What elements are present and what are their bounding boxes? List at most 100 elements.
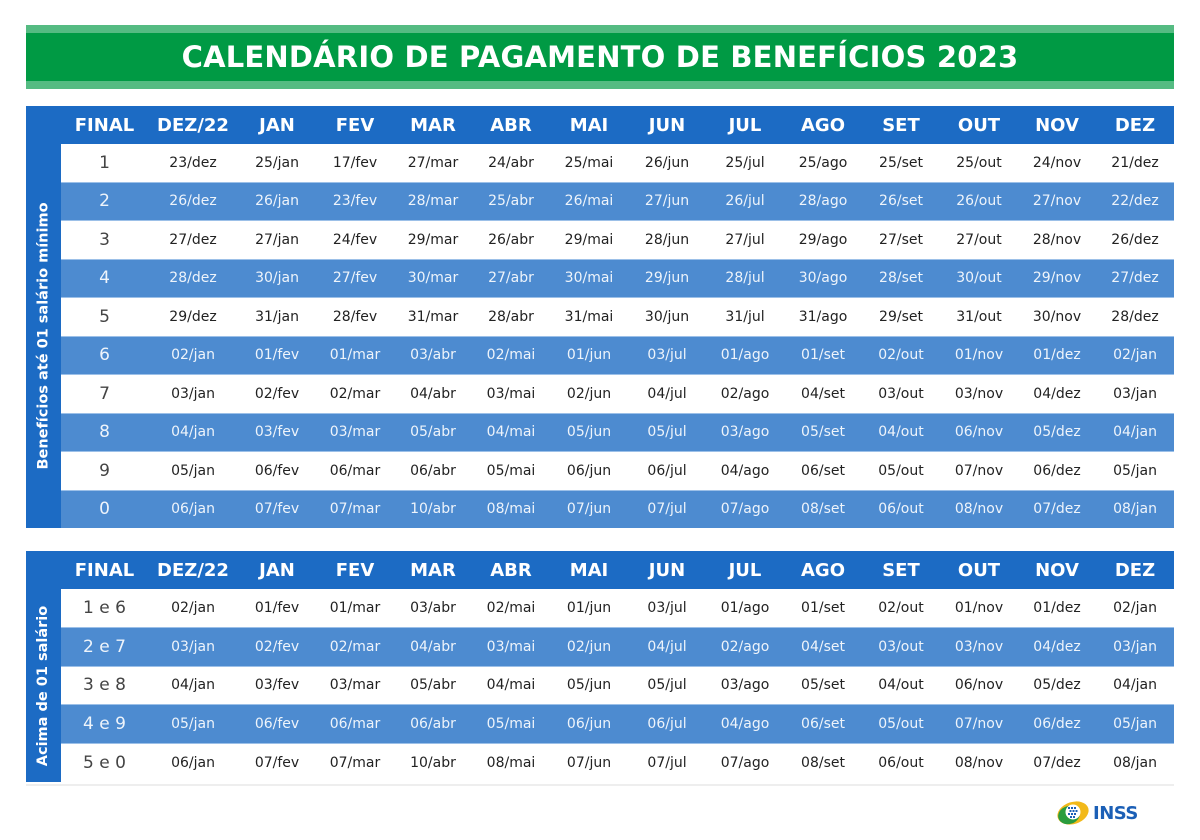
payment-date-cell: 06/abr — [410, 716, 456, 733]
payment-date-cell: 25/out — [956, 154, 1002, 171]
payment-date-cell: 23/dez — [169, 154, 217, 171]
payment-date-cell: 10/abr — [410, 501, 456, 518]
payment-date-cell: 01/ago — [720, 347, 770, 364]
payment-date-cell: 08/set — [801, 755, 845, 772]
payment-date-cell: 07/nov — [954, 462, 1004, 479]
payment-date-cell: 07/fev — [254, 755, 300, 772]
payment-date-cell: 05/jan — [171, 462, 215, 479]
payment-date-cell: 01/set — [801, 599, 845, 616]
table-body: 1 e 6 02/jan 01/fev 01/mar 03/abr 02/mai 01/ju… — [61, 589, 1174, 782]
column-header-set: SET — [882, 114, 920, 136]
payment-date-cell: 25/abr — [488, 193, 534, 210]
column-header-abr: ABR — [490, 559, 532, 581]
final-digit-cell: 1 — [99, 152, 110, 173]
logo-text: INSS — [1093, 802, 1138, 824]
payment-date-cell: 05/jun — [566, 424, 612, 441]
payment-date-cell: 07/ago — [720, 501, 770, 518]
payment-date-cell: 07/jun — [566, 501, 612, 518]
payment-date-cell: 05/jul — [647, 677, 687, 694]
payment-date-cell: 26/dez — [1111, 231, 1159, 248]
payment-date-cell: 07/mar — [329, 501, 381, 518]
payment-date-cell: 26/mai — [564, 193, 614, 210]
payment-date-cell: 27/out — [956, 231, 1002, 248]
payment-date-cell: 01/jun — [566, 599, 612, 616]
payment-date-cell: 04/jan — [1113, 424, 1157, 441]
payment-date-cell: 28/nov — [1032, 231, 1082, 248]
payment-date-cell: 31/mar — [407, 308, 459, 325]
final-digit-cell: 5 e 0 — [83, 753, 126, 774]
payment-date-cell: 24/abr — [488, 154, 534, 171]
column-header-jul: JUL — [728, 559, 762, 581]
payment-date-cell: 04/set — [801, 385, 845, 402]
payment-date-cell: 28/fev — [332, 308, 378, 325]
column-header-jan: JAN — [259, 114, 295, 136]
inss-logo: INSS — [1056, 798, 1138, 828]
payment-date-cell: 06/out — [878, 755, 924, 772]
payment-date-cell: 29/set — [879, 308, 923, 325]
divider — [26, 784, 1174, 786]
payment-date-cell: 21/dez — [1111, 154, 1159, 171]
column-header-out: OUT — [957, 114, 1001, 136]
column-header-dez: DEZ — [1114, 114, 1156, 136]
payment-date-cell: 03/abr — [410, 347, 456, 364]
final-digit-cell: 3 e 8 — [83, 675, 126, 696]
payment-date-cell: 06/abr — [410, 462, 456, 479]
column-header-fev: FEV — [335, 114, 375, 136]
payment-date-cell: 24/nov — [1032, 154, 1082, 171]
payment-date-cell: 02/ago — [720, 638, 770, 655]
payment-date-cell: 03/fev — [254, 677, 300, 694]
payment-date-cell: 03/ago — [720, 424, 770, 441]
payment-date-cell: 27/abr — [488, 270, 534, 287]
table-row: 4 e 9 05/jan 06/fev 06/mar 06/abr 05/mai 06/ju… — [61, 704, 1174, 744]
table-row: 9 05/jan 06/fev 06/mar 06/abr 05/mai 06/jun 06/… — [61, 451, 1174, 490]
final-digit-cell: 4 — [99, 268, 110, 289]
column-header-ago: AGO — [800, 559, 845, 581]
payment-date-cell: 07/fev — [254, 501, 300, 518]
section-above-minimum-wage: Acima de 01 salário FINAL DEZ/22 JAN FEV MAR… — [26, 551, 1174, 782]
payment-date-cell: 06/jul — [647, 716, 687, 733]
payment-date-cell: 26/jun — [644, 154, 690, 171]
payment-date-cell: 04/ago — [720, 462, 770, 479]
payment-date-cell: 31/mai — [564, 308, 614, 325]
payment-date-cell: 04/jul — [647, 385, 687, 402]
payment-date-cell: 05/out — [878, 462, 924, 479]
payment-date-cell: 28/set — [879, 270, 923, 287]
payment-date-cell: 02/mai — [486, 347, 536, 364]
payment-date-cell: 03/out — [878, 638, 924, 655]
payment-date-cell: 10/abr — [410, 755, 456, 772]
final-digit-cell: 5 — [99, 306, 110, 327]
payment-date-cell: 07/ago — [720, 755, 770, 772]
column-header-out: OUT — [957, 559, 1001, 581]
payment-date-cell: 28/abr — [488, 308, 534, 325]
payment-date-cell: 05/abr — [410, 424, 456, 441]
payment-date-cell: 03/mai — [486, 638, 536, 655]
payment-date-cell: 07/nov — [954, 716, 1004, 733]
payment-date-cell: 26/set — [879, 193, 923, 210]
payment-date-cell: 25/set — [879, 154, 923, 171]
payment-date-cell: 03/jan — [1113, 385, 1157, 402]
payment-date-cell: 01/jun — [566, 347, 612, 364]
column-header-nov: NOV — [1035, 559, 1079, 581]
table-row: 5 e 0 06/jan 07/fev 07/mar 10/abr 08/mai 07/ju… — [61, 743, 1174, 782]
payment-date-cell: 04/jul — [647, 638, 687, 655]
table-row: 6 02/jan 01/fev 01/mar 03/abr 02/mai 01/jun 03/… — [61, 335, 1174, 374]
payment-date-cell: 06/jul — [647, 462, 687, 479]
payment-date-cell: 05/abr — [410, 677, 456, 694]
payment-date-cell: 06/jun — [566, 462, 612, 479]
payment-date-cell: 08/set — [801, 501, 845, 518]
final-digit-cell: 3 — [99, 229, 110, 250]
payment-date-cell: 27/mar — [407, 154, 459, 171]
payment-date-cell: 03/abr — [410, 599, 456, 616]
payment-date-cell: 05/jan — [1113, 716, 1157, 733]
payment-date-cell: 07/jul — [647, 755, 687, 772]
payment-date-cell: 28/jul — [725, 270, 765, 287]
payment-date-cell: 05/jan — [1113, 462, 1157, 479]
final-digit-cell: 0 — [99, 499, 110, 520]
payment-date-cell: 04/set — [801, 638, 845, 655]
payment-date-cell: 03/jul — [647, 599, 687, 616]
payment-date-cell: 03/fev — [254, 424, 300, 441]
payment-date-cell: 04/abr — [410, 385, 456, 402]
payment-date-cell: 02/fev — [254, 385, 300, 402]
column-header-jun: JUN — [648, 559, 686, 581]
side-label-text: Acima de 01 salário — [35, 605, 52, 766]
